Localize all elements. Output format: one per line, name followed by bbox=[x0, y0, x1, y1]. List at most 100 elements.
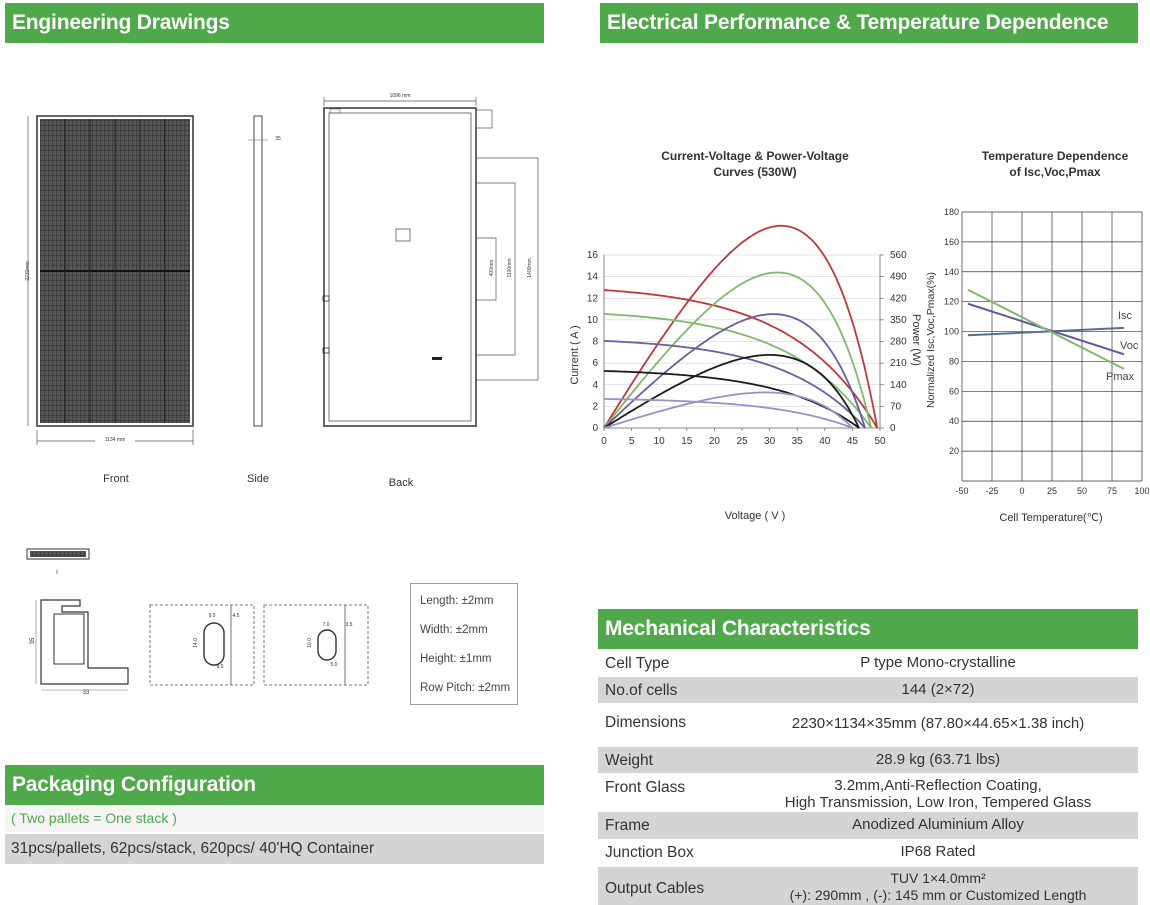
iv-y-tick-label: 4 bbox=[592, 380, 598, 391]
side-view-label: Side bbox=[246, 473, 270, 485]
tolerance-length: Length: ±2mm bbox=[420, 595, 494, 607]
iv-x-tick-label: 15 bbox=[681, 436, 693, 447]
row-label: No.of cells bbox=[605, 682, 678, 699]
row-value: 2230×1134×35mm (87.80×44.65×1.38 inch) bbox=[791, 715, 1085, 732]
iv-y2-tick-label: 420 bbox=[890, 293, 907, 304]
section-1-dim-a: 9.0 bbox=[208, 613, 216, 619]
row-value: (+): 290mm , (-): 145 mm or Customized L… bbox=[789, 887, 1087, 903]
iv-y2-tick-label: 210 bbox=[890, 358, 907, 369]
temp-y-tick-label: 140 bbox=[944, 267, 959, 277]
iv-y-tick-label: 0 bbox=[592, 423, 598, 434]
iv-y2-tick-label: 0 bbox=[890, 423, 896, 434]
row-value: 28.9 kg (63.71 lbs) bbox=[875, 751, 1001, 768]
iv-chart-title-line-2: Curves (530W) bbox=[713, 165, 797, 179]
table-row: Cell Type P type Mono-crystalline bbox=[598, 650, 1138, 677]
temp-x-tick-label: 50 bbox=[1077, 486, 1087, 496]
iv-y-axis-label: Current ( A ) bbox=[569, 325, 581, 384]
section-2-dim-b: 3.5 bbox=[345, 622, 353, 628]
back-view-label: Back bbox=[388, 477, 414, 489]
iv-y-tick-label: 6 bbox=[592, 358, 598, 369]
front-width-dimension: 1134 mm bbox=[95, 437, 135, 443]
section-2-dim-d: 5.0 bbox=[330, 662, 338, 668]
frame-profile-drawing bbox=[35, 599, 129, 691]
temp-x-tick-label: 75 bbox=[1107, 486, 1117, 496]
iv-x-tick-label: 0 bbox=[601, 436, 607, 447]
iv-y-tick-label: 14 bbox=[587, 272, 599, 283]
packaging-configuration-header: Packaging Configuration bbox=[5, 765, 544, 805]
table-row: No.of cells 144 (2×72) bbox=[598, 677, 1138, 703]
table-row: Dimensions 2230×1134×35mm (87.80×44.65×1… bbox=[598, 703, 1138, 746]
iv-x-tick-label: 45 bbox=[847, 436, 859, 447]
iv-y2-tick-label: 490 bbox=[890, 272, 907, 283]
temp-series-isc bbox=[967, 326, 1125, 337]
table-row: Frame Anodized Aluminium Alloy bbox=[598, 812, 1138, 839]
row-label: Dimensions bbox=[605, 714, 686, 731]
temp-y-tick-label: 120 bbox=[944, 297, 959, 307]
row-value: High Transmission, Low Iron, Tempered Gl… bbox=[784, 794, 1092, 811]
engineering-drawings-header: Engineering Drawings bbox=[5, 3, 544, 43]
iv-x-tick-label: 30 bbox=[764, 436, 776, 447]
row-label: Output Cables bbox=[605, 880, 705, 897]
back-view-drawing bbox=[322, 97, 539, 427]
temp-x-tick-label: -50 bbox=[955, 486, 968, 496]
tolerance-row-pitch: Row Pitch: ±2mm bbox=[420, 682, 511, 694]
front-view-drawing bbox=[27, 115, 194, 445]
iv-y-tick-label: 2 bbox=[592, 401, 598, 412]
iv-x-tick-label: 50 bbox=[874, 436, 886, 447]
temp-chart-title-line-1: Temperature Dependence bbox=[981, 149, 1129, 163]
temp-series-pmax bbox=[967, 288, 1125, 370]
temp-series-label-isc: Isc bbox=[1118, 310, 1133, 322]
iv-y2-tick-label: 280 bbox=[890, 337, 907, 348]
iv-chart-title: Current-Voltage & Power-Voltage Curves (… bbox=[620, 148, 890, 180]
row-label: Frame bbox=[605, 817, 650, 834]
row-label: Front Glass bbox=[605, 779, 686, 796]
frame-strip-mark: I bbox=[56, 570, 58, 576]
row-label: Cell Type bbox=[605, 655, 670, 672]
temp-y-tick-label: 60 bbox=[949, 386, 959, 396]
row-value: 3.2mm,Anti-Reflection Coating, bbox=[834, 777, 1042, 794]
iv-curve-3 bbox=[603, 340, 866, 429]
tolerance-width: Width: ±2mm bbox=[420, 624, 488, 636]
row-label: Junction Box bbox=[605, 844, 694, 861]
table-row: Weight 28.9 kg (63.71 lbs) bbox=[598, 747, 1138, 773]
table-row: Output Cables TUV 1×4.0mm² (+): 290mm , … bbox=[598, 867, 1138, 905]
packaging-detail: 31pcs/pallets, 62pcs/stack, 620pcs/ 40'H… bbox=[5, 834, 544, 864]
iv-x-tick-label: 25 bbox=[736, 436, 748, 447]
frame-strip-drawing bbox=[26, 548, 90, 560]
iv-y2-tick-label: 560 bbox=[890, 250, 907, 261]
row-value: 144 (2×72) bbox=[901, 681, 975, 698]
row-value: TUV 1×4.0mm² bbox=[890, 870, 986, 886]
iv-x-axis-label: Voltage ( V ) bbox=[725, 510, 786, 522]
side-view-drawing bbox=[248, 115, 268, 427]
temp-y-tick-label: 40 bbox=[949, 416, 959, 426]
iv-y2-tick-label: 70 bbox=[890, 401, 902, 412]
tolerances-box: Length: ±2mm Width: ±2mm Height: ±1mm Ro… bbox=[410, 583, 518, 705]
iv-curve-4 bbox=[604, 370, 860, 429]
temp-x-tick-label: 100 bbox=[1134, 486, 1149, 496]
iv-y-tick-label: 12 bbox=[587, 293, 599, 304]
temp-y-tick-label: 160 bbox=[944, 237, 959, 247]
iv-x-tick-label: 40 bbox=[819, 436, 831, 447]
pv-curve-4 bbox=[603, 353, 860, 429]
electrical-performance-header: Electrical Performance & Temperature Dep… bbox=[600, 3, 1138, 43]
iv-curve-1 bbox=[603, 289, 878, 429]
temp-chart-title: Temperature Dependence of Isc,Voc,Pmax bbox=[950, 148, 1150, 180]
front-view-label: Front bbox=[103, 473, 129, 485]
side-thickness-dimension: 35 bbox=[275, 136, 281, 142]
temp-y-tick-label: 180 bbox=[944, 207, 959, 217]
temp-x-tick-label: 25 bbox=[1047, 486, 1057, 496]
iv-y-tick-label: 10 bbox=[587, 315, 599, 326]
row-label: Weight bbox=[605, 752, 653, 769]
iv-y2-tick-label: 140 bbox=[890, 380, 907, 391]
iv-y2-axis-label: Power (W) bbox=[910, 314, 922, 366]
mounting-hole-section-2 bbox=[263, 604, 369, 686]
temp-chart-title-line-2: of Isc,Voc,Pmax bbox=[1009, 165, 1101, 179]
back-width-dimension: 1096 mm bbox=[389, 93, 411, 99]
section-1-dim-b: 4.5 bbox=[232, 613, 240, 619]
iv-y-tick-label: 8 bbox=[592, 337, 598, 348]
pv-curve-1 bbox=[603, 224, 879, 429]
row-value: IP68 Rated bbox=[900, 843, 976, 860]
temp-x-tick-label: 0 bbox=[1019, 486, 1024, 496]
